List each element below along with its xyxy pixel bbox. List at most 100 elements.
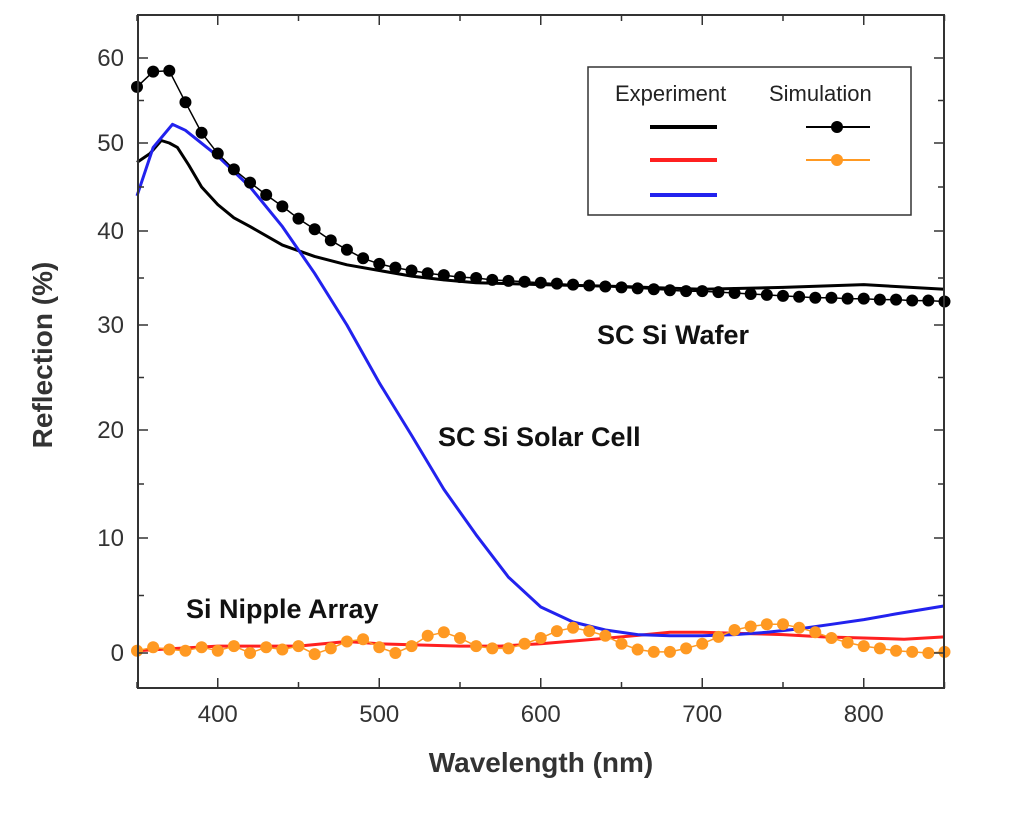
- annotation-sc-si-wafer: SC Si Wafer: [597, 320, 750, 350]
- data-point-simulation-si-nipple-array: [680, 642, 693, 655]
- data-point-simulation-si-nipple-array: [550, 625, 563, 638]
- data-point-simulation-sc-si-wafer: [696, 285, 709, 298]
- data-point-simulation-si-nipple-array: [857, 640, 870, 653]
- data-point-simulation-si-nipple-array: [292, 640, 305, 653]
- data-point-simulation-si-nipple-array: [663, 645, 676, 658]
- data-point-simulation-sc-si-wafer: [437, 269, 450, 282]
- data-point-simulation-si-nipple-array: [357, 633, 370, 646]
- data-point-simulation-sc-si-wafer: [405, 264, 418, 277]
- data-point-simulation-sc-si-wafer: [615, 281, 628, 294]
- data-point-simulation-sc-si-wafer: [260, 188, 273, 201]
- data-point-simulation-sc-si-wafer: [857, 292, 870, 305]
- data-point-simulation-si-nipple-array: [340, 635, 353, 648]
- y-tick-label: 0: [111, 640, 124, 667]
- series-simulation-sc-si-wafer: [131, 64, 951, 308]
- data-point-simulation-si-nipple-array: [728, 624, 741, 636]
- data-point-simulation-sc-si-wafer: [873, 293, 886, 306]
- data-point-simulation-si-nipple-array: [518, 637, 531, 650]
- data-point-simulation-sc-si-wafer: [712, 286, 725, 299]
- data-point-simulation-si-nipple-array: [437, 626, 450, 639]
- data-point-simulation-si-nipple-array: [712, 630, 725, 643]
- data-point-simulation-si-nipple-array: [696, 637, 709, 650]
- data-point-simulation-sc-si-wafer: [244, 176, 257, 189]
- data-point-simulation-si-nipple-array: [534, 632, 547, 645]
- series-simulation-si-nipple-array: [131, 618, 951, 661]
- data-point-simulation-si-nipple-array: [922, 647, 935, 659]
- data-point-simulation-si-nipple-array: [389, 647, 402, 659]
- x-tick-label: 500: [359, 701, 399, 728]
- data-point-simulation-si-nipple-array: [567, 621, 580, 634]
- y-tick-label: 10: [97, 525, 124, 552]
- data-point-simulation-sc-si-wafer: [163, 64, 176, 77]
- data-point-simulation-si-nipple-array: [470, 640, 483, 653]
- legend-marker-sim-orange: [831, 154, 843, 166]
- data-point-simulation-sc-si-wafer: [906, 294, 919, 307]
- data-point-simulation-si-nipple-array: [163, 643, 176, 656]
- data-point-simulation-si-nipple-array: [825, 632, 838, 645]
- data-point-simulation-sc-si-wafer: [211, 147, 224, 160]
- series-experiment-sc-si-solar-cell: [135, 122, 945, 638]
- data-point-simulation-si-nipple-array: [260, 641, 273, 654]
- data-point-simulation-si-nipple-array: [227, 640, 240, 653]
- annotation-sc-si-solar-cell: SC Si Solar Cell: [438, 422, 641, 452]
- data-point-simulation-sc-si-wafer: [195, 126, 208, 139]
- annotation-si-nipple-array: Si Nipple Array: [186, 594, 379, 624]
- series-line-experiment-sc-si-solar-cell: [135, 122, 945, 638]
- data-point-simulation-sc-si-wafer: [373, 257, 386, 270]
- data-point-simulation-sc-si-wafer: [922, 294, 935, 307]
- data-point-simulation-sc-si-wafer: [502, 274, 515, 287]
- data-point-simulation-si-nipple-array: [179, 644, 192, 657]
- y-tick-label: 60: [97, 45, 124, 72]
- data-point-simulation-sc-si-wafer: [647, 283, 660, 296]
- data-point-simulation-sc-si-wafer: [728, 287, 741, 300]
- data-point-simulation-sc-si-wafer: [890, 293, 903, 306]
- legend: Experiment Simulation: [587, 66, 912, 216]
- data-point-simulation-sc-si-wafer: [744, 287, 757, 300]
- data-point-simulation-si-nipple-array: [276, 643, 289, 656]
- data-point-simulation-sc-si-wafer: [357, 252, 370, 265]
- data-point-simulation-si-nipple-array: [777, 618, 789, 631]
- legend-marker-sim-black: [831, 121, 843, 133]
- data-point-simulation-sc-si-wafer: [292, 212, 305, 225]
- x-axis-label: Wavelength (nm): [429, 747, 654, 778]
- y-tick-label: 30: [97, 312, 124, 339]
- y-tick-label: 50: [97, 130, 124, 157]
- legend-box: [587, 66, 912, 216]
- data-point-simulation-si-nipple-array: [454, 632, 466, 645]
- data-point-simulation-si-nipple-array: [421, 629, 434, 642]
- data-point-simulation-si-nipple-array: [760, 618, 773, 631]
- data-point-simulation-sc-si-wafer: [227, 163, 240, 176]
- data-point-simulation-sc-si-wafer: [389, 261, 402, 274]
- data-point-simulation-sc-si-wafer: [324, 234, 337, 247]
- data-point-simulation-si-nipple-array: [599, 629, 612, 642]
- data-point-simulation-si-nipple-array: [744, 620, 757, 633]
- data-point-simulation-sc-si-wafer: [147, 65, 160, 78]
- data-point-simulation-sc-si-wafer: [518, 275, 531, 288]
- data-point-simulation-si-nipple-array: [793, 621, 806, 634]
- data-point-simulation-si-nipple-array: [405, 640, 418, 653]
- y-tick-label: 20: [97, 417, 124, 444]
- data-point-simulation-si-nipple-array: [373, 641, 386, 654]
- data-point-simulation-si-nipple-array: [486, 642, 499, 655]
- data-point-simulation-sc-si-wafer: [793, 290, 806, 303]
- data-point-simulation-si-nipple-array: [873, 642, 886, 655]
- data-point-simulation-sc-si-wafer: [663, 284, 676, 297]
- data-point-simulation-sc-si-wafer: [583, 279, 596, 292]
- data-point-simulation-si-nipple-array: [308, 648, 321, 661]
- data-point-simulation-si-nipple-array: [631, 643, 644, 656]
- x-tick-label: 600: [521, 701, 561, 728]
- data-point-simulation-sc-si-wafer: [760, 288, 773, 301]
- data-point-simulation-sc-si-wafer: [340, 243, 353, 256]
- data-point-simulation-si-nipple-array: [809, 626, 822, 639]
- data-point-simulation-si-nipple-array: [195, 641, 208, 654]
- data-point-simulation-si-nipple-array: [841, 636, 854, 649]
- legend-header-simulation: Simulation: [769, 81, 872, 106]
- y-tick-label: 40: [97, 218, 124, 245]
- x-tick-label: 800: [844, 701, 884, 728]
- data-point-simulation-sc-si-wafer: [179, 96, 192, 109]
- data-point-simulation-sc-si-wafer: [421, 267, 434, 280]
- data-point-simulation-si-nipple-array: [244, 647, 257, 659]
- data-point-simulation-sc-si-wafer: [825, 291, 838, 304]
- data-point-simulation-sc-si-wafer: [550, 277, 563, 290]
